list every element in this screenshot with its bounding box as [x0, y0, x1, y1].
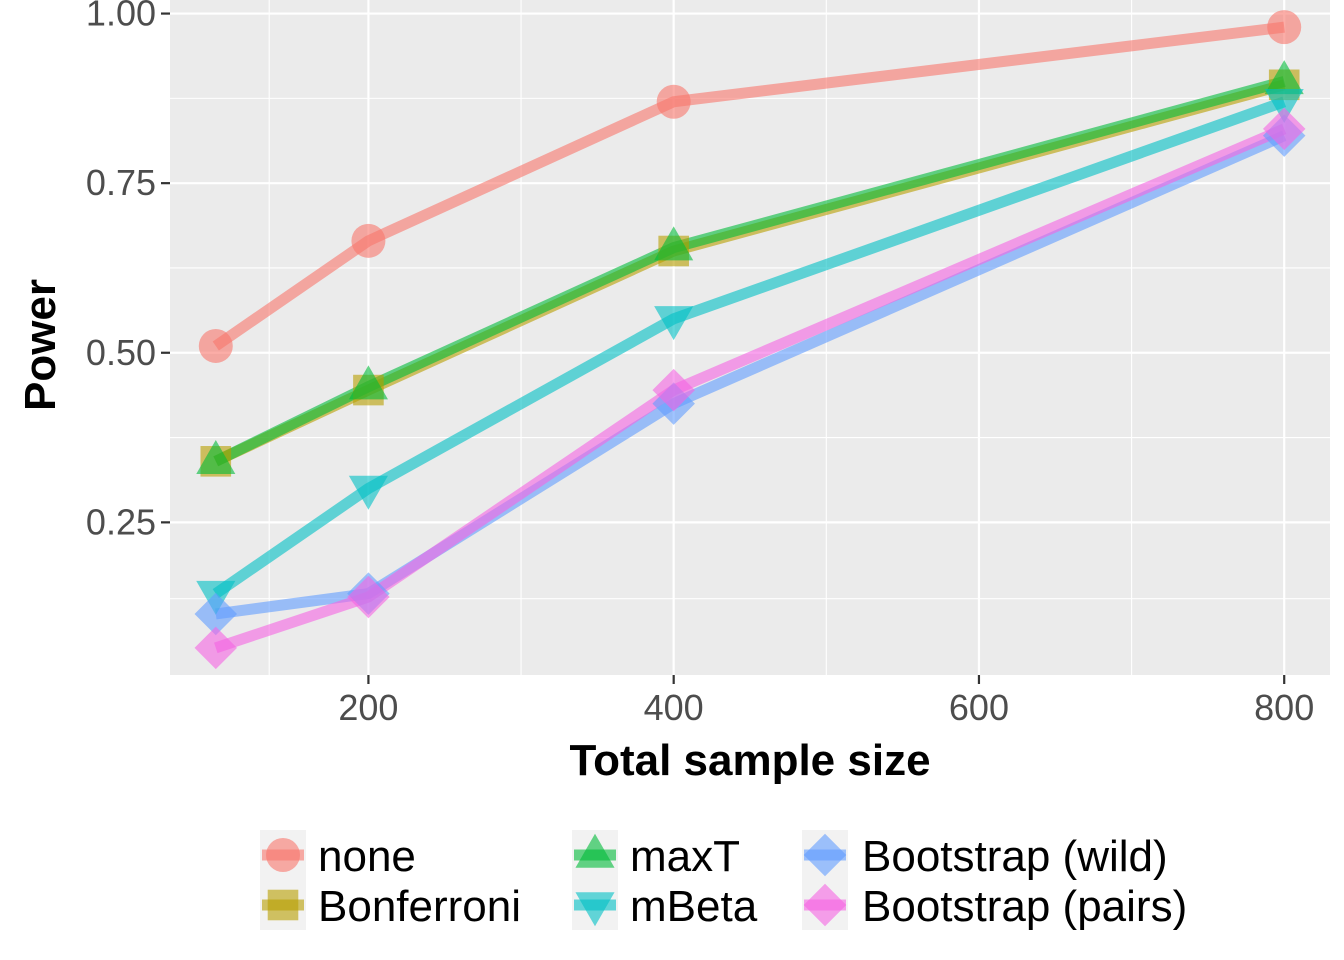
- data-point-mbeta: [348, 475, 388, 510]
- data-point-bootstrap-pairs: [1262, 107, 1306, 151]
- legend-key-marker-maxt: [575, 833, 615, 868]
- legend-label-bonferroni: Bonferroni: [318, 882, 521, 931]
- data-point-bootstrap-pairs: [347, 575, 390, 619]
- data-point-maxt: [1264, 60, 1304, 95]
- x-axis-title: Total sample size: [569, 736, 930, 785]
- series-line-mbeta: [212, 96, 1287, 599]
- legend-label-maxt: maxT: [630, 832, 740, 881]
- x-tick-label: 600: [949, 687, 1009, 728]
- y-tick-label: 0.75: [86, 162, 156, 203]
- legend-key-marker-bootstrap-wild: [803, 833, 847, 877]
- data-point-none: [198, 328, 233, 363]
- data-point-maxt: [654, 226, 694, 261]
- data-point-maxt: [196, 440, 236, 475]
- legend-key-marker-none: [266, 838, 300, 872]
- data-point-mbeta: [654, 306, 694, 341]
- y-tick-label: 0.25: [86, 501, 156, 542]
- y-tick-label: 0.50: [86, 332, 156, 373]
- legend-label-bootstrap-pairs: Bootstrap (pairs): [862, 882, 1187, 931]
- grid-minor: [170, 0, 1330, 675]
- x-tick-label: 800: [1254, 687, 1314, 728]
- series-points: [194, 10, 1306, 670]
- legend-label-none: none: [318, 832, 416, 881]
- series-lines: [212, 21, 1287, 654]
- axis-ticks: [161, 12, 1286, 684]
- data-point-none: [351, 223, 386, 258]
- data-point-bootstrap-pairs: [652, 368, 695, 412]
- x-tick-label: 200: [338, 687, 398, 728]
- tick-labels: 0.25 0.50 0.75 1.00 200 400 600 800: [86, 0, 1314, 728]
- legend-key-marker-mbeta: [575, 892, 615, 927]
- legend-label-bootstrap-wild: Bootstrap (wild): [862, 832, 1168, 881]
- x-tick-label: 400: [644, 687, 704, 728]
- legend-key-marker-bootstrap-pairs: [803, 883, 847, 927]
- data-point-bootstrap-wild: [194, 592, 238, 636]
- legend-key-marker-bonferroni: [267, 889, 299, 921]
- y-tick-label: 1.00: [86, 0, 156, 34]
- data-point-bootstrap-pairs: [194, 626, 238, 670]
- series-line-maxt: [213, 76, 1286, 467]
- y-axis-title: Power: [16, 279, 65, 411]
- panel-background: [170, 0, 1330, 675]
- legend-label-mbeta: mBeta: [630, 882, 758, 931]
- data-point-none: [1267, 10, 1302, 45]
- series-line-none: [212, 21, 1285, 351]
- data-point-maxt: [348, 365, 388, 400]
- data-point-none: [656, 84, 691, 119]
- data-point-mbeta: [1264, 89, 1304, 124]
- series-line-bootstrap-pairs: [214, 123, 1287, 654]
